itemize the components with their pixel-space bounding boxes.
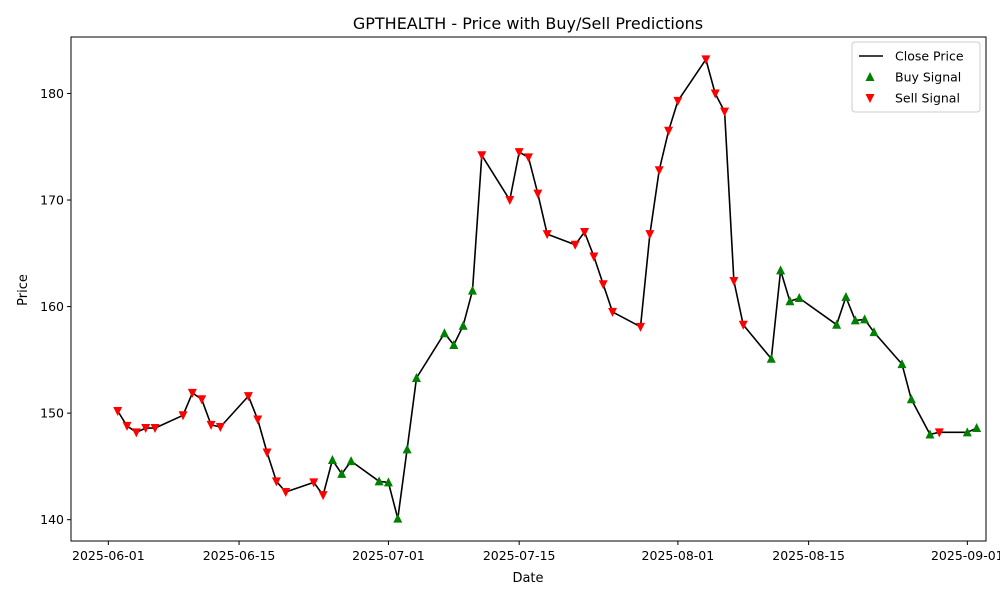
- buy-signal-marker: [925, 429, 935, 439]
- x-tick-label: 2025-09-01: [931, 548, 1000, 563]
- buy-signal-marker: [766, 353, 776, 363]
- sell-signal-marker: [608, 307, 618, 317]
- x-tick-label: 2025-08-15: [772, 548, 845, 563]
- buy-signal-marker: [832, 319, 842, 329]
- buy-signal-marker: [850, 315, 860, 325]
- sell-signal-marker: [309, 478, 319, 488]
- sell-signal-marker: [524, 153, 533, 163]
- sell-signal-marker: [197, 395, 207, 405]
- sell-signal-marker: [253, 415, 263, 425]
- sell-signal-marker: [131, 428, 141, 438]
- y-axis-label: Price: [16, 274, 31, 306]
- buy-signal-marker: [393, 513, 403, 523]
- sell-signal-marker: [206, 420, 216, 430]
- sell-signal-marker: [570, 240, 580, 250]
- buy-signal-marker: [869, 327, 879, 337]
- x-tick-label: 2025-06-01: [72, 548, 145, 563]
- buy-signal-marker: [383, 477, 393, 487]
- legend-entry-label: Close Price: [895, 49, 964, 64]
- buy-signal-marker: [374, 476, 384, 486]
- legend-box: [851, 41, 981, 113]
- x-tick-label: 2025-07-15: [483, 548, 556, 563]
- buy-signal-marker: [337, 468, 347, 478]
- sell-signal-marker: [533, 189, 543, 199]
- sell-signal-marker: [505, 196, 515, 206]
- buy-signal-marker: [439, 328, 449, 338]
- sell-signal-marker: [141, 424, 151, 434]
- buy-signal-marker: [327, 455, 337, 465]
- sell-signal-marker: [215, 422, 225, 432]
- sell-signal-marker: [477, 151, 487, 161]
- sell-signal-marker: [934, 428, 944, 438]
- buy-signal-marker: [776, 265, 786, 275]
- sell-signal-marker: [636, 322, 646, 332]
- buy-signal-marker: [972, 423, 982, 433]
- y-tick-label: 150: [40, 406, 64, 421]
- y-tick-label: 160: [40, 299, 64, 314]
- sell-signal-marker: [580, 227, 590, 237]
- buy-signal-marker: [860, 314, 870, 324]
- legend: Close Price Buy Signal Sell Signal: [851, 41, 981, 113]
- y-tick-label: 180: [40, 86, 64, 101]
- sell-signal-marker: [654, 166, 664, 176]
- sell-signal-marker: [243, 392, 253, 402]
- buy-signal-marker: [467, 285, 477, 295]
- sell-signal-marker: [645, 230, 655, 240]
- x-tick-label: 2025-06-15: [203, 548, 276, 563]
- x-tick-label: 2025-07-01: [352, 548, 425, 563]
- buy-signal-marker: [449, 339, 459, 349]
- buy-signal-marker: [785, 296, 795, 306]
- x-axis: 2025-06-01 2025-06-15 2025-07-01 2025-07-15…: [72, 541, 1000, 563]
- sell-signal-marker: [729, 277, 739, 287]
- y-axis: 140 150 160 170 180: [40, 86, 71, 527]
- plot-frame: [70, 36, 987, 542]
- sell-signal-marker: [514, 148, 524, 158]
- legend-entry-label: Buy Signal: [895, 70, 961, 85]
- chart-title: GPTHEALTH - Price with Buy/Sell Predicti…: [353, 14, 703, 33]
- sell-signal-marker: [589, 252, 599, 262]
- sell-signal-marker: [598, 280, 608, 290]
- sell-signal-marker: [542, 230, 552, 240]
- sell-signal-marker: [113, 407, 123, 417]
- buy-signal-marker: [794, 293, 804, 303]
- y-tick-label: 140: [40, 512, 64, 527]
- y-tick-label: 170: [40, 193, 64, 208]
- sell-signal-marker: [701, 55, 711, 65]
- buy-signal-marker: [411, 372, 421, 382]
- buy-signal-marker: [962, 427, 972, 437]
- sell-signal-marker: [271, 477, 281, 487]
- sell-signal-marker: [664, 126, 674, 136]
- sell-signal-marker: [318, 491, 328, 501]
- buy-signal-marker: [402, 444, 412, 454]
- sell-signal-marker: [122, 421, 132, 431]
- sell-signal-marker: [281, 487, 291, 497]
- sell-signal-marker: [262, 448, 272, 458]
- sell-signal-marker: [738, 320, 748, 330]
- plot-area: [113, 55, 982, 523]
- buy-signal-marker: [906, 394, 916, 404]
- sell-signal-marker: [673, 96, 683, 106]
- sell-signal-marker: [187, 388, 197, 398]
- buy-signal-marker: [458, 320, 468, 330]
- buy-signal-marker: [346, 456, 356, 466]
- sell-signal-marker: [710, 89, 720, 99]
- x-tick-label: 2025-08-01: [642, 548, 715, 563]
- buy-signal-marker: [897, 359, 907, 369]
- x-axis-label: Date: [512, 571, 543, 586]
- sell-signal-marker: [150, 424, 160, 434]
- legend-marker-swatch: [865, 72, 875, 81]
- sell-signal-marker: [178, 411, 188, 421]
- buy-signal-marker: [841, 291, 851, 301]
- sell-signal-marker: [720, 107, 730, 117]
- legend-marker-swatch: [865, 94, 875, 103]
- legend-entry-label: Sell Signal: [895, 91, 960, 106]
